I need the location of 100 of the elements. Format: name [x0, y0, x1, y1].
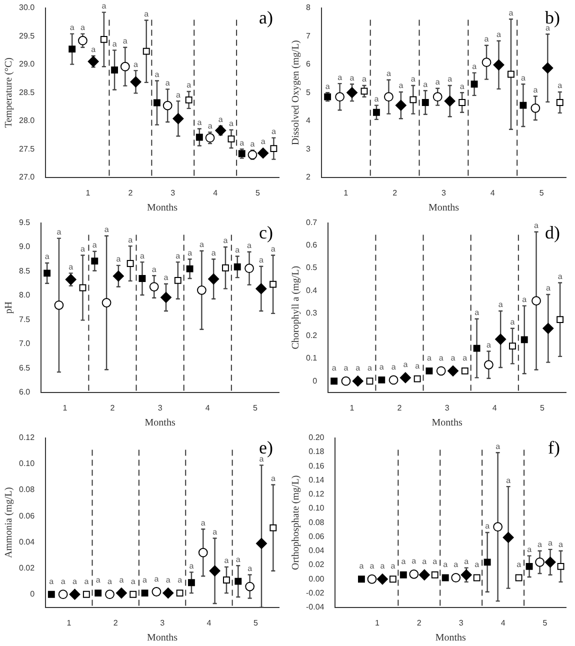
y-tick-label: 0.3 — [306, 308, 318, 318]
point — [68, 46, 76, 53]
y-tick-label: 6.0 — [18, 388, 31, 397]
x-axis-title: Months — [432, 418, 462, 429]
point — [160, 292, 172, 303]
x-tick-label: 3 — [170, 188, 176, 198]
point — [138, 275, 146, 282]
point — [458, 99, 466, 106]
annotation: a — [423, 80, 428, 89]
annotation: a — [188, 248, 193, 258]
point — [130, 590, 137, 598]
point — [470, 80, 478, 88]
point — [436, 366, 446, 376]
annotation: a — [474, 560, 480, 569]
x-tick-label: 3 — [444, 403, 450, 412]
y-tick-label: 0.04 — [308, 546, 325, 556]
y-tick-label: 9.5 — [18, 218, 31, 228]
point — [484, 360, 494, 370]
annotation: a — [247, 241, 252, 250]
annotation: a — [260, 137, 266, 146]
y-tick-label: 29.5 — [18, 31, 36, 40]
annotation: a — [538, 540, 543, 550]
point — [105, 590, 114, 600]
y-tick-label: 28.5 — [18, 88, 36, 97]
chart-title: f) — [548, 438, 560, 458]
point — [495, 334, 506, 345]
x-tick-label: 1 — [350, 403, 355, 412]
x-tick-label: 1 — [374, 618, 380, 628]
x-axis-title: Months — [435, 632, 466, 644]
annotation: a — [235, 245, 240, 254]
annotation: a — [432, 557, 438, 566]
point — [352, 376, 364, 387]
annotation: a — [165, 78, 170, 88]
annotation: a — [116, 254, 122, 264]
y-tick-label: 0.12 — [308, 490, 325, 499]
x-axis-title: Months — [147, 202, 178, 214]
annotation: a — [386, 69, 392, 78]
point — [400, 372, 411, 384]
annotation: a — [558, 272, 563, 281]
y-tick-label: -0.04 — [306, 602, 325, 612]
annotation: a — [485, 522, 490, 531]
y-tick-label: 6.5 — [18, 363, 31, 372]
annotation: a — [250, 139, 256, 148]
point — [256, 538, 267, 549]
annotation: a — [112, 39, 118, 48]
annotation: a — [119, 576, 124, 585]
x-tick-label: 3 — [442, 188, 446, 198]
point — [48, 590, 55, 598]
y-tick-label: 0.16 — [308, 461, 325, 470]
point — [162, 588, 174, 599]
point — [256, 283, 267, 294]
point — [410, 96, 417, 104]
y-tick-label: 0.20 — [308, 433, 325, 442]
point — [234, 263, 241, 270]
point — [208, 274, 220, 285]
chart-title: c) — [259, 222, 274, 243]
annotation: a — [546, 284, 551, 293]
annotation: a — [359, 561, 364, 570]
annotation: a — [140, 251, 145, 260]
y-tick-label: 0.02 — [18, 563, 36, 572]
point — [493, 522, 503, 532]
annotation: a — [240, 138, 245, 148]
annotation: a — [438, 353, 444, 362]
annotation: a — [72, 577, 78, 586]
y-tick-label: 0.10 — [18, 459, 36, 468]
annotation: a — [391, 362, 396, 372]
point — [388, 375, 398, 385]
point — [58, 590, 68, 600]
annotation: a — [412, 556, 417, 566]
annotation: a — [534, 221, 540, 230]
y-axis-title: Dissolved Oxygen (mg/L) — [290, 40, 302, 146]
point — [358, 576, 365, 583]
point — [509, 342, 516, 350]
annotation: a — [332, 364, 337, 373]
point — [360, 88, 368, 95]
point — [418, 569, 430, 580]
annotation: a — [218, 115, 224, 124]
y-tick-label: 0.5 — [306, 263, 318, 272]
annotation: a — [548, 538, 554, 548]
x-tick-label: 2 — [110, 403, 116, 412]
point — [152, 587, 162, 596]
point — [149, 282, 159, 292]
point — [366, 378, 374, 385]
annotation: a — [338, 72, 343, 82]
annotation: a — [443, 560, 448, 569]
annotation: a — [510, 318, 516, 327]
annotation: a — [60, 577, 66, 586]
point — [484, 558, 491, 566]
point — [432, 92, 442, 102]
point — [198, 548, 208, 558]
annotation: a — [108, 577, 113, 586]
annotation: a — [96, 576, 101, 585]
point — [102, 298, 112, 308]
annotation: a — [415, 361, 420, 370]
annotation: a — [380, 561, 386, 570]
annotation: a — [496, 442, 501, 451]
annotation: a — [460, 82, 465, 91]
x-tick-label: 5 — [542, 618, 548, 628]
annotation: a — [224, 556, 230, 566]
point — [520, 336, 528, 344]
